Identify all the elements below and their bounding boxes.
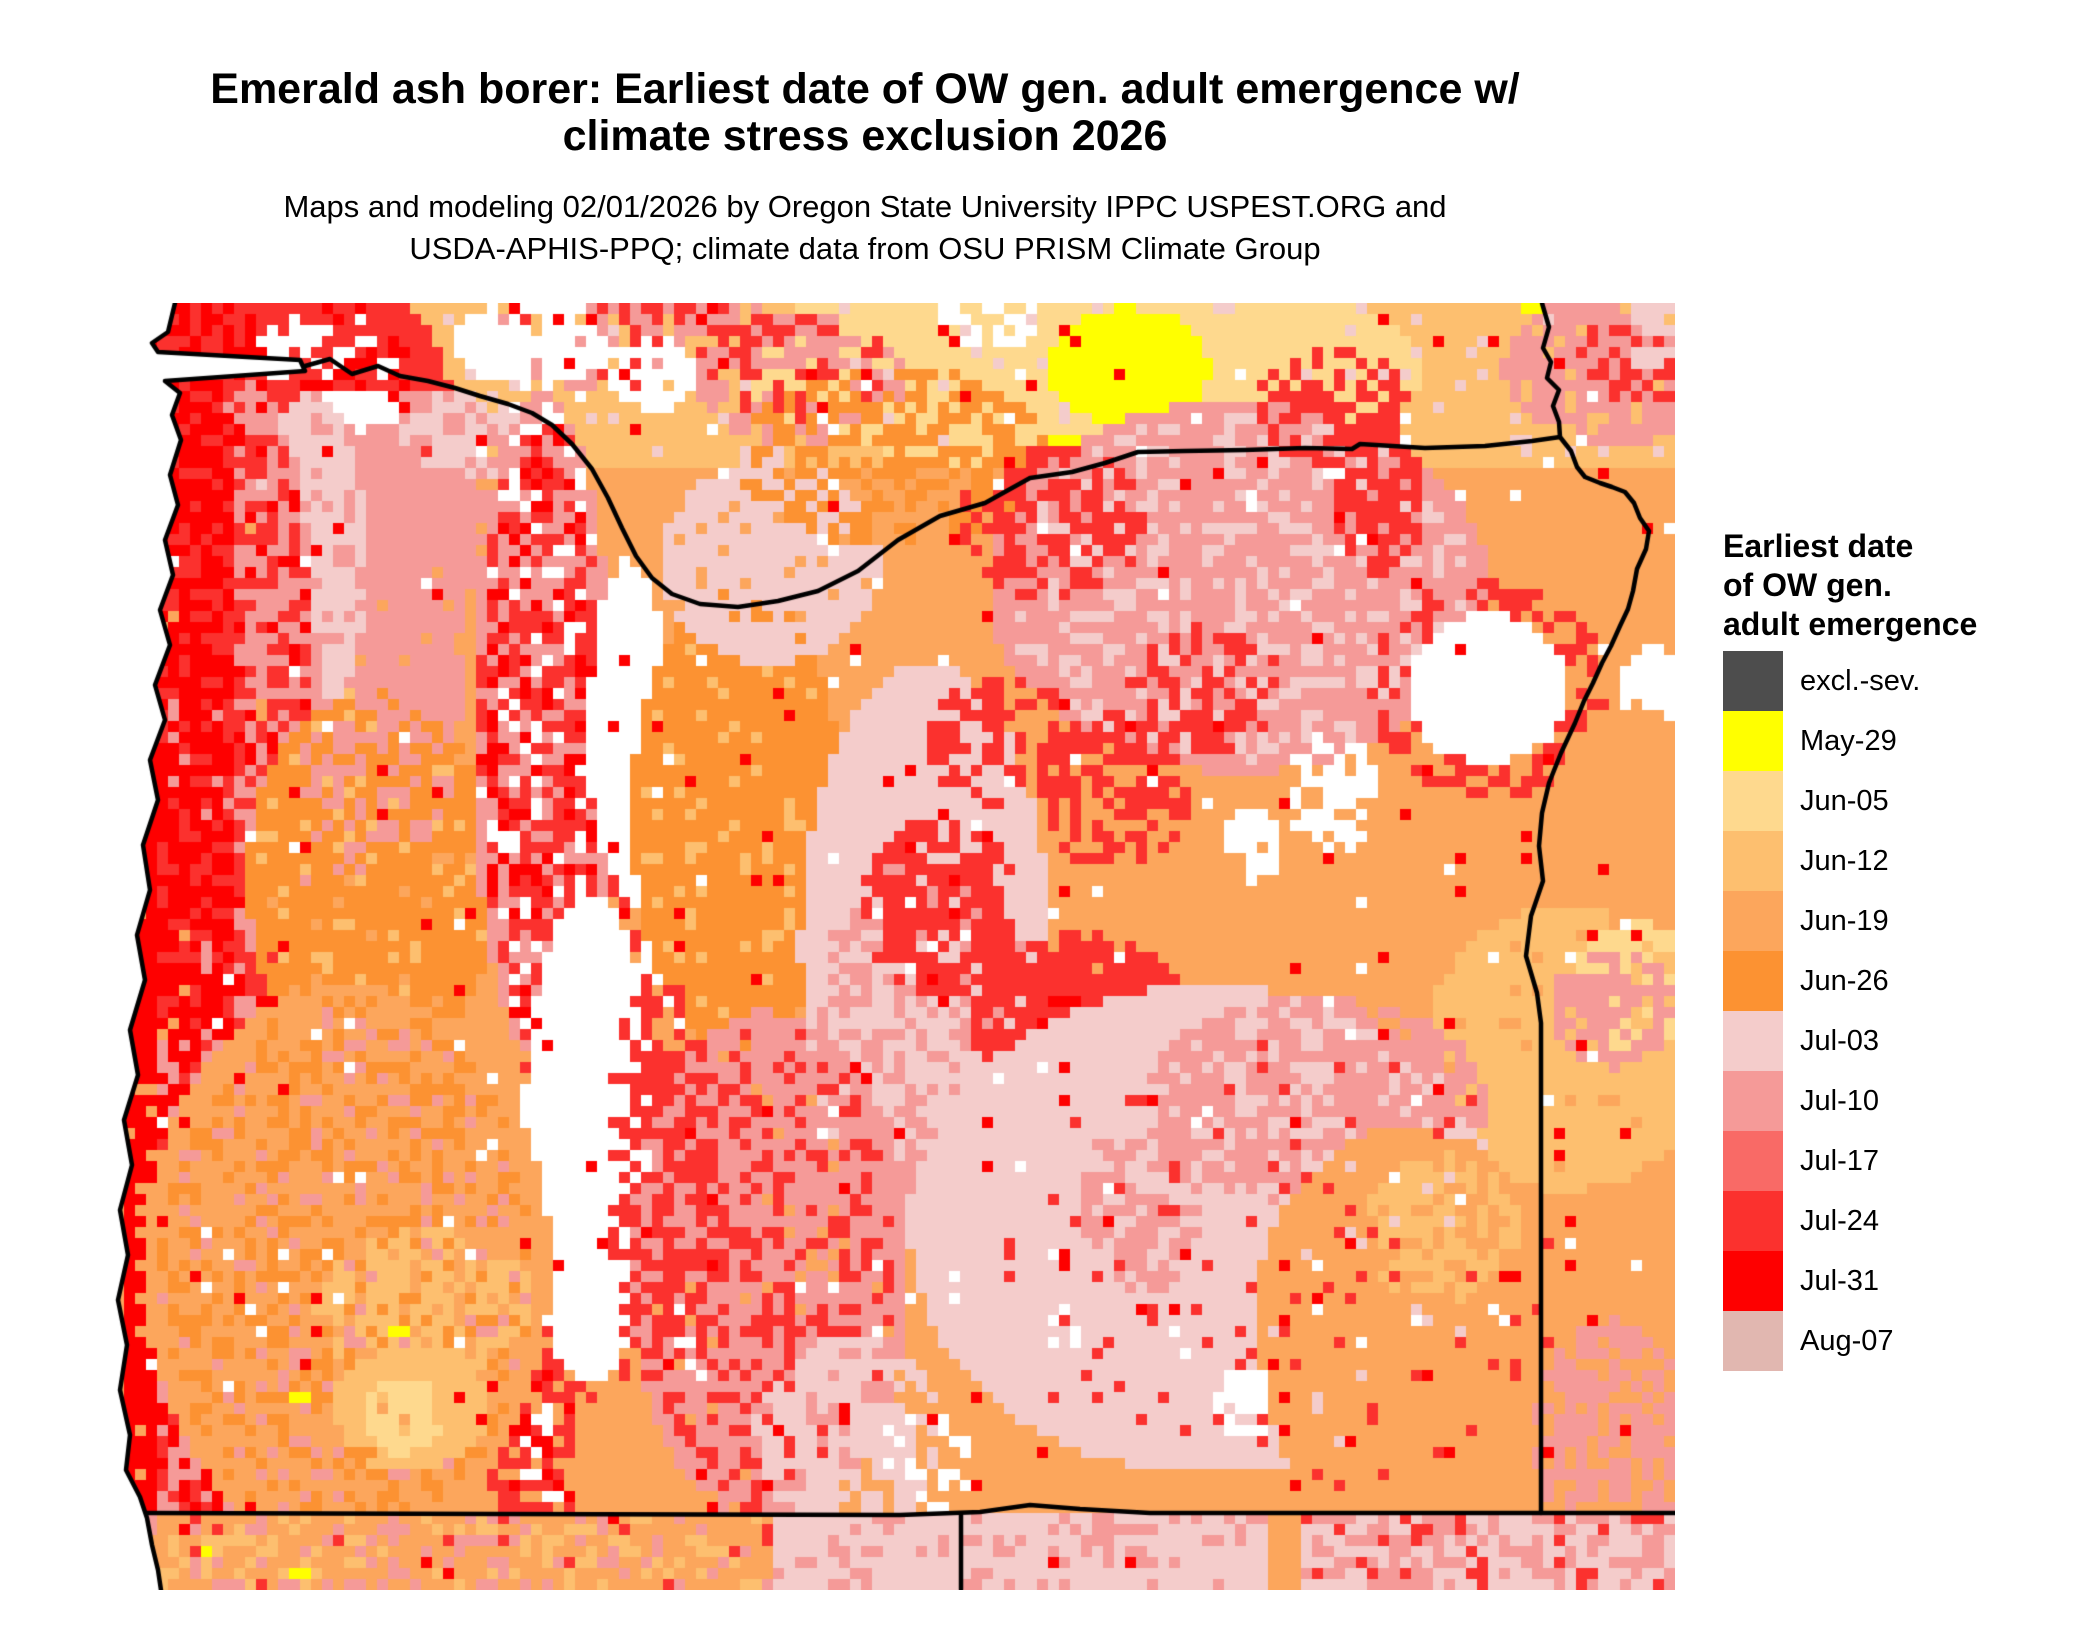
legend-row: Jul-24 [1723, 1191, 2093, 1251]
legend-label: Jun-05 [1800, 784, 1889, 817]
legend-swatch-Jun-05 [1723, 771, 1783, 831]
map-subtitle-line2: USDA-APHIS-PPQ; climate data from OSU PR… [409, 231, 1321, 266]
legend-row: excl.-sev. [1723, 651, 2093, 711]
legend-swatch-Jul-31 [1723, 1251, 1783, 1311]
legend-label: Jul-03 [1800, 1024, 1879, 1057]
legend-row: Jun-26 [1723, 951, 2093, 1011]
legend-swatch-Jul-10 [1723, 1071, 1783, 1131]
legend-label: Jun-12 [1800, 844, 1889, 877]
legend-swatch-Jul-24 [1723, 1191, 1783, 1251]
legend-title-line2: of OW gen. [1723, 567, 1892, 603]
legend-row: Jun-12 [1723, 831, 2093, 891]
legend-swatch-Jun-19 [1723, 891, 1783, 951]
legend-label: Aug-07 [1800, 1324, 1894, 1357]
legend-label: Jun-19 [1800, 904, 1889, 937]
map-subtitle-line1: Maps and modeling 02/01/2026 by Oregon S… [283, 189, 1447, 224]
legend: Earliest date of OW gen. adult emergence… [1723, 527, 2093, 1371]
legend-swatch-excl.-sev. [1723, 651, 1783, 711]
legend-swatch-May-29 [1723, 711, 1783, 771]
legend-swatch-Jun-12 [1723, 831, 1783, 891]
legend-swatch-Jul-03 [1723, 1011, 1783, 1071]
legend-label: excl.-sev. [1800, 664, 1921, 697]
legend-swatch-Jul-17 [1723, 1131, 1783, 1191]
legend-row: Jul-10 [1723, 1071, 2093, 1131]
legend-title-line3: adult emergence [1723, 606, 1978, 642]
map-title-line2: climate stress exclusion 2026 [562, 112, 1168, 160]
legend-label: Jul-24 [1800, 1204, 1879, 1237]
legend-row: May-29 [1723, 711, 2093, 771]
map-title: Emerald ash borer: Earliest date of OW g… [0, 66, 1730, 160]
legend-label: Jul-31 [1800, 1264, 1879, 1297]
legend-entries: excl.-sev. May-29 Jun-05 Jun-12 Jun-19 Jun-26… [1723, 651, 2093, 1371]
legend-swatch-Jun-26 [1723, 951, 1783, 1011]
legend-row: Jul-03 [1723, 1011, 2093, 1071]
legend-row: Jul-17 [1723, 1131, 2093, 1191]
legend-row: Jun-19 [1723, 891, 2093, 951]
legend-label: May-29 [1800, 724, 1897, 757]
map-title-line1: Emerald ash borer: Earliest date of OW g… [210, 65, 1520, 113]
legend-row: Jun-05 [1723, 771, 2093, 831]
legend-label: Jul-17 [1800, 1144, 1879, 1177]
legend-label: Jul-10 [1800, 1084, 1879, 1117]
legend-label: Jun-26 [1800, 964, 1889, 997]
legend-title: Earliest date of OW gen. adult emergence [1723, 527, 2093, 644]
legend-row: Jul-31 [1723, 1251, 2093, 1311]
legend-title-line1: Earliest date [1723, 528, 1914, 564]
oregon-raster-map [113, 303, 1675, 1590]
legend-row: Aug-07 [1723, 1311, 2093, 1371]
legend-swatch-Aug-07 [1723, 1311, 1783, 1371]
map-subtitle: Maps and modeling 02/01/2026 by Oregon S… [0, 186, 1730, 270]
